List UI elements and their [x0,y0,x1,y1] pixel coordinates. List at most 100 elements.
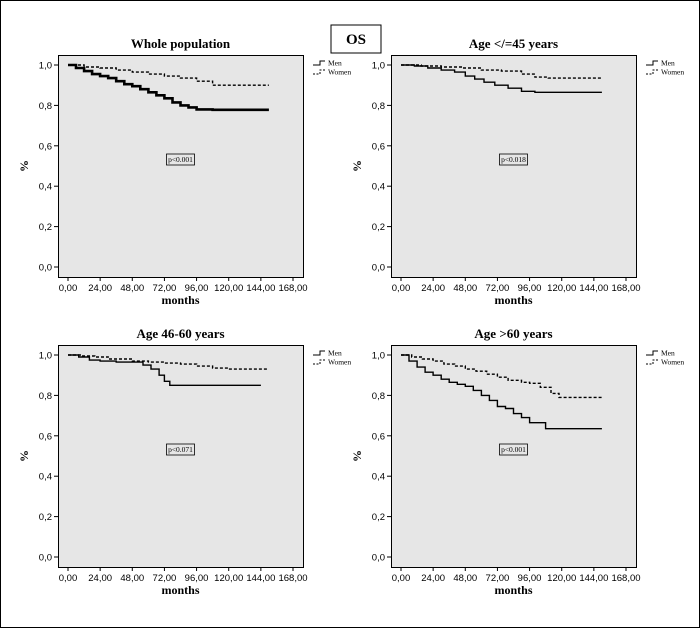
series-women-line [68,64,269,86]
y-tick-label: 0,0 [39,263,52,274]
x-tick-label: 48,00 [120,283,144,294]
series-men-line [401,64,602,93]
x-tick-label: 48,00 [120,573,144,584]
x-tick-label: 144,00 [246,573,275,584]
chart-title: Age >60 years [474,326,552,341]
legend-swatch-men [313,60,325,66]
p-value-box [499,443,528,456]
p-value-annotation: p<0.018 [501,155,526,164]
x-tick-label: 24,00 [421,283,445,294]
x-tick-label: 0,00 [392,283,411,294]
y-tick-label: 1,0 [372,351,385,362]
p-value-box [166,153,195,166]
x-tick-label: 48,00 [453,283,477,294]
x-tick-label: 72,00 [153,573,177,584]
legend-swatch-women [646,359,658,365]
x-tick-label: 96,00 [518,283,542,294]
x-tick-label: 120,00 [547,283,576,294]
p-value-box [166,443,195,456]
x-tick-label: 168,00 [611,573,640,584]
x-tick-label: 96,00 [185,283,209,294]
legend-label-women: Women [328,68,351,77]
y-tick-label: 0,4 [39,182,52,193]
legend-swatch-women [313,359,325,365]
series-women-line [401,354,602,399]
x-tick-label: 72,00 [486,573,510,584]
y-tick-label: 1,0 [39,351,52,362]
y-tick-label: 1,0 [39,61,52,72]
figure-label: OS [346,32,366,48]
plot-area [391,345,637,568]
x-tick-label: 144,00 [579,283,608,294]
legend-label-women: Women [328,358,351,367]
legend-swatch-women [646,69,658,75]
figure-label-box [330,24,382,54]
x-tick-label: 72,00 [486,283,510,294]
x-axis-label: months [161,293,199,307]
y-tick-label: 0,6 [39,141,52,152]
x-axis-label: months [494,583,532,597]
x-tick-label: 168,00 [278,573,307,584]
y-tick-label: 0,2 [372,512,385,523]
x-axis-label: months [161,583,199,597]
y-axis-label: % [17,160,31,172]
y-tick-label: 0,8 [39,391,52,402]
series-women-line [401,64,602,79]
y-tick-label: 0,4 [39,472,52,483]
y-tick-label: 0,6 [39,431,52,442]
chart-whole-population: Whole population 0,00 24,00 48,00 72,00 96,00… [17,36,351,307]
plot-area [58,55,304,278]
x-tick-label: 0,00 [59,283,78,294]
chart-title: Age </=45 years [469,36,558,51]
legend-swatch-men [313,350,325,356]
p-value-box [499,153,528,166]
p-value-annotation: p<0.001 [168,155,193,164]
x-tick-label: 120,00 [214,573,243,584]
y-tick-label: 0,6 [372,431,385,442]
chart-title: Whole population [131,36,231,51]
y-tick-label: 0,2 [372,222,385,233]
chart-age-46-60: Age 46-60 years 0,00 24,00 48,00 72,00 96,00 1… [17,326,351,597]
p-value-annotation: p<0.071 [168,445,193,454]
p-value-annotation: p<0.001 [501,445,526,454]
legend-label-women: Women [661,358,684,367]
x-tick-label: 168,00 [611,283,640,294]
legend-label-men: Men [661,59,675,68]
y-tick-label: 1,0 [372,61,385,72]
x-tick-label: 48,00 [453,573,477,584]
x-axis-label: months [494,293,532,307]
chart-panels: Whole population 0,00 24,00 48,00 72,00 96,00… [17,36,684,597]
x-tick-label: 120,00 [547,573,576,584]
series-men-line [68,63,269,112]
y-tick-label: 0,0 [372,553,385,564]
x-tick-label: 24,00 [88,573,112,584]
series-men-line [401,354,602,430]
y-tick-label: 0,6 [372,141,385,152]
x-tick-label: 24,00 [421,573,445,584]
legend-swatch-men [646,60,658,66]
x-tick-label: 168,00 [278,283,307,294]
y-axis-label: % [17,450,31,462]
y-tick-label: 0,2 [39,512,52,523]
chart-title: Age 46-60 years [136,326,224,341]
x-tick-label: 96,00 [518,573,542,584]
series-men-line [68,354,261,386]
legend-label-women: Women [661,68,684,77]
chart-age-over-60: Age >60 years 0,00 24,00 48,00 72,00 96,00 120… [350,326,684,597]
chart-age-under-45: Age </=45 years 0,00 24,00 48,00 72,00 96,00 1… [350,36,684,307]
x-tick-label: 0,00 [59,573,78,584]
x-tick-label: 96,00 [185,573,209,584]
plot-area [58,345,304,568]
legend-swatch-men [646,350,658,356]
legend-swatch-women [313,69,325,75]
y-tick-label: 0,8 [372,391,385,402]
y-tick-label: 0,4 [372,182,385,193]
x-tick-label: 24,00 [88,283,112,294]
series-women-line [68,354,269,370]
x-tick-label: 0,00 [392,573,411,584]
legend-label-men: Men [328,59,342,68]
x-tick-label: 120,00 [214,283,243,294]
y-axis-label: % [350,450,364,462]
x-tick-label: 144,00 [579,573,608,584]
